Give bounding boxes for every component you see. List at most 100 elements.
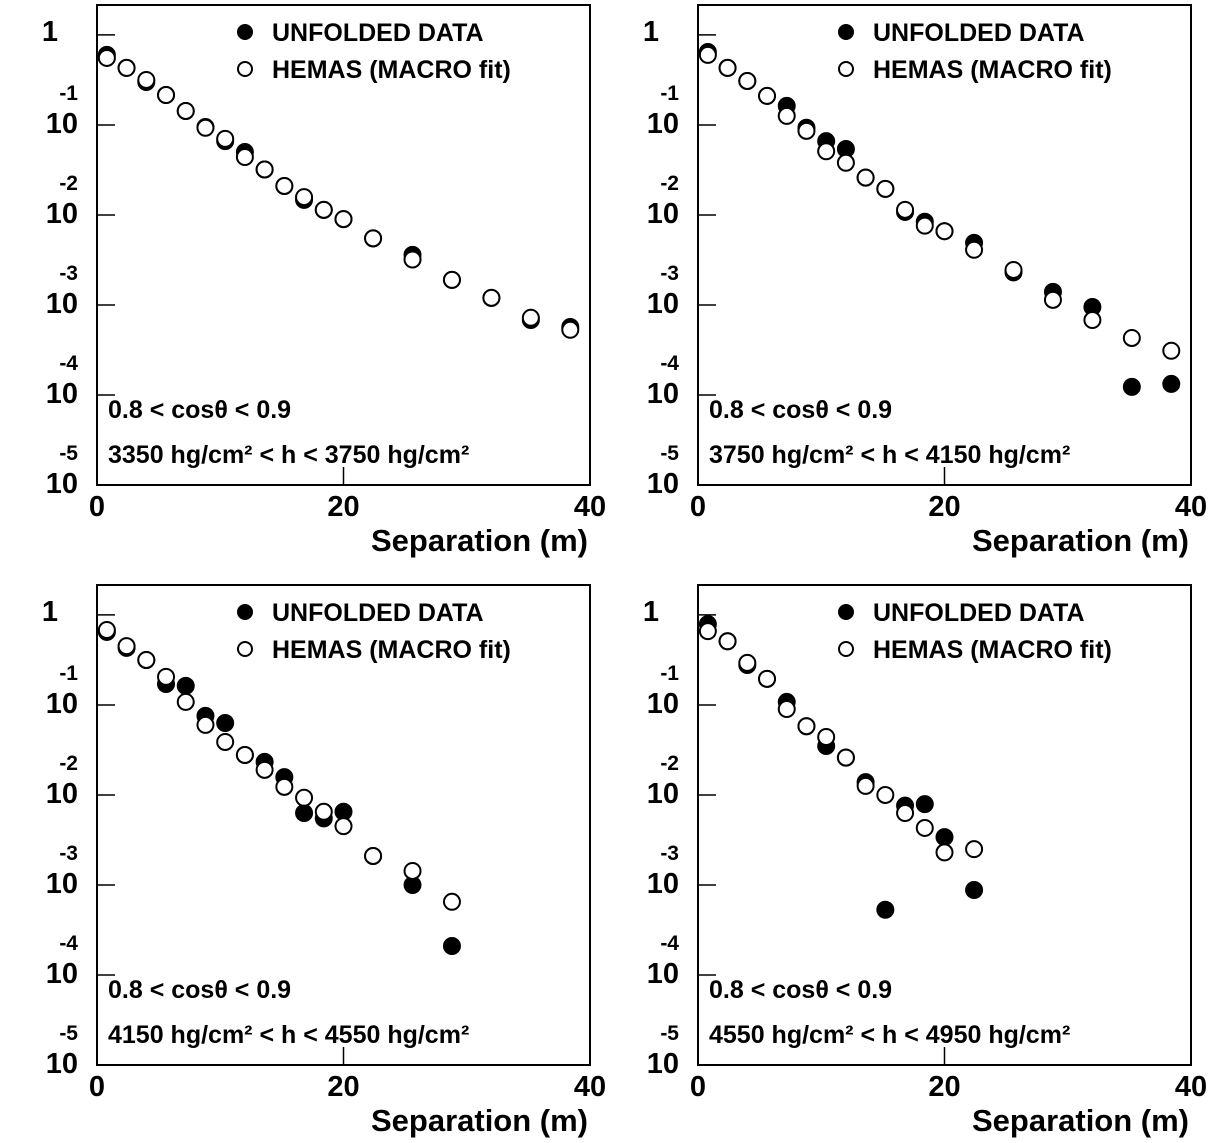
x-tick-label: 40 [1175, 1071, 1207, 1103]
open-marker [295, 188, 314, 207]
open-marker [797, 121, 816, 140]
open-marker [836, 748, 855, 767]
x-axis-label: Separation (m) [972, 523, 1189, 558]
open-marker [777, 700, 796, 719]
open-marker [295, 788, 314, 807]
legend-marker [237, 24, 253, 40]
open-marker [915, 216, 934, 235]
filled-marker [295, 804, 314, 823]
x-tick-label: 40 [574, 1071, 606, 1103]
annotation: 0.8 < cosθ < 0.9 [108, 396, 291, 424]
y-tick-exponent: -2 [59, 752, 78, 775]
x-tick-label: 40 [1175, 491, 1207, 523]
y-tick-exponent: -3 [59, 262, 78, 285]
open-marker [216, 129, 235, 148]
open-marker [1162, 341, 1181, 360]
open-marker [137, 70, 156, 89]
y-tick-exponent: -5 [660, 442, 679, 465]
open-marker [856, 168, 875, 187]
x-tick-label: 20 [327, 491, 359, 523]
y-tick-exponent: -2 [59, 172, 78, 195]
open-marker [817, 728, 836, 747]
open-marker [216, 732, 235, 751]
open-marker [718, 632, 737, 651]
x-tick-label: 20 [327, 1071, 359, 1103]
y-tick-label: 10 [46, 108, 78, 140]
open-marker [334, 210, 353, 229]
open-marker [235, 745, 254, 764]
annotation: 4550 hg/cm² < h < 4950 hg/cm² [709, 1021, 1070, 1049]
open-marker [965, 240, 984, 259]
legend-marker [838, 641, 854, 657]
open-marker [482, 288, 501, 307]
y-tick-exponent: -5 [660, 1022, 679, 1045]
filled-marker [1122, 377, 1141, 396]
y-tick-label: 10 [46, 468, 78, 500]
open-marker [176, 101, 195, 120]
y-tick-label: 10 [647, 378, 679, 410]
y-tick-label: 10 [46, 958, 78, 990]
open-marker [876, 179, 895, 198]
open-marker [777, 106, 796, 125]
y-tick-exponent: -1 [59, 662, 78, 685]
open-marker [718, 58, 737, 77]
y-tick-label: 1 [643, 596, 659, 628]
open-marker [157, 667, 176, 686]
y-tick-exponent: -3 [59, 842, 78, 865]
open-marker [856, 776, 875, 795]
open-marker [255, 160, 274, 179]
x-tick-label: 0 [690, 1071, 706, 1103]
open-marker [758, 86, 777, 105]
open-marker [797, 717, 816, 736]
open-marker [738, 653, 757, 672]
filled-marker [876, 900, 895, 919]
open-marker [314, 802, 333, 821]
legend-label: UNFOLDED DATA [873, 19, 1085, 47]
y-tick-label: 10 [647, 288, 679, 320]
y-tick-exponent: -1 [59, 82, 78, 105]
x-axis-label: Separation (m) [371, 523, 588, 558]
x-axis-label: Separation (m) [972, 1103, 1189, 1138]
y-tick-label: 10 [647, 688, 679, 720]
filled-marker [216, 714, 235, 733]
open-marker [334, 817, 353, 836]
y-tick-label: 10 [46, 198, 78, 230]
open-marker [196, 715, 215, 734]
open-marker [364, 229, 383, 248]
open-marker [817, 142, 836, 161]
legend-label: UNFOLDED DATA [272, 19, 484, 47]
open-marker [965, 840, 984, 859]
filled-marker [1162, 374, 1181, 393]
y-tick-exponent: -5 [59, 442, 78, 465]
open-marker [738, 71, 757, 90]
y-tick-label: 1 [643, 16, 659, 48]
open-marker [117, 58, 136, 77]
y-tick-label: 10 [647, 778, 679, 810]
filled-marker [915, 795, 934, 814]
legend-marker [838, 604, 854, 620]
open-marker [176, 692, 195, 711]
legend-label: HEMAS (MACRO fit) [873, 56, 1112, 84]
y-tick-label: 10 [46, 1048, 78, 1080]
y-tick-exponent: -1 [660, 82, 679, 105]
open-marker [235, 148, 254, 167]
x-tick-label: 0 [89, 1071, 105, 1103]
annotation: 0.8 < cosθ < 0.9 [108, 976, 291, 1004]
y-tick-exponent: -5 [59, 1022, 78, 1045]
y-tick-label: 10 [647, 1048, 679, 1080]
annotation: 3350 hg/cm² < h < 3750 hg/cm² [108, 441, 469, 469]
open-marker [442, 270, 461, 289]
open-marker [896, 200, 915, 219]
open-marker [836, 153, 855, 172]
open-marker [117, 637, 136, 656]
x-tick-label: 20 [928, 1071, 960, 1103]
open-marker [1122, 328, 1141, 347]
y-tick-exponent: -2 [660, 752, 679, 775]
open-marker [758, 669, 777, 688]
y-tick-label: 10 [46, 868, 78, 900]
y-tick-label: 10 [647, 958, 679, 990]
